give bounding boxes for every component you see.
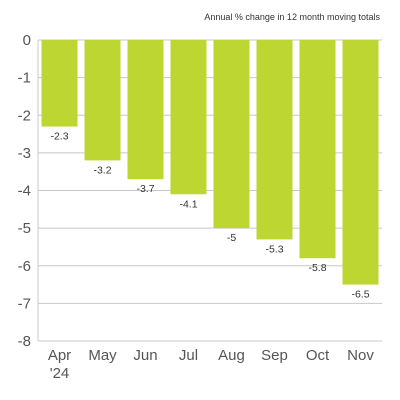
bar [299, 40, 336, 259]
bar [84, 40, 121, 161]
bar [256, 40, 293, 240]
bar [342, 40, 379, 285]
x-tick-label: Oct [306, 347, 330, 364]
bar [213, 40, 250, 229]
data-label: -3.7 [136, 183, 154, 195]
y-tick-label: -6 [18, 258, 31, 275]
bars [41, 40, 379, 285]
chart-subtitle: Annual % change in 12 month moving total… [204, 12, 380, 22]
x-tick-label: Nov [347, 347, 374, 364]
y-axis-ticks: 0 -1 -2 -3 -4 -5 -6 -7 -8 [18, 32, 31, 350]
y-tick-label: -1 [18, 70, 31, 87]
y-tick-label: -4 [18, 183, 31, 200]
y-tick-label: -3 [18, 145, 31, 162]
x-tick-label: Jul [179, 347, 198, 364]
data-label: -5 [227, 232, 236, 244]
y-tick-label: -8 [18, 333, 31, 350]
y-tick-label: -5 [18, 220, 31, 237]
x-tick-label: Sep [261, 347, 288, 364]
bar [170, 40, 207, 195]
data-label: -5.8 [308, 262, 326, 274]
y-tick-label: -7 [18, 295, 31, 312]
x-tick-label: Aug [218, 347, 245, 364]
y-tick-label: -2 [18, 107, 31, 124]
data-label: -3.2 [93, 164, 111, 176]
bar [127, 40, 164, 180]
x-tick-label: Jun [133, 347, 157, 364]
data-label: -6.5 [351, 289, 369, 301]
bar [41, 40, 78, 127]
x-tick-sublabel: '24 [50, 365, 70, 382]
x-axis-labels: Apr'24 May Jun Jul Aug Sep Oct Nov [48, 347, 375, 382]
data-labels: -2.3 -3.2 -3.7 -4.1 -5 -5.3 -5.8 -6.5 [50, 131, 369, 301]
x-tick-label: Apr [48, 347, 71, 364]
data-label: -4.1 [179, 198, 197, 210]
data-label: -2.3 [50, 131, 68, 143]
data-label: -5.3 [265, 243, 283, 255]
x-tick-label: May [88, 347, 117, 364]
y-tick-label: 0 [23, 32, 31, 49]
